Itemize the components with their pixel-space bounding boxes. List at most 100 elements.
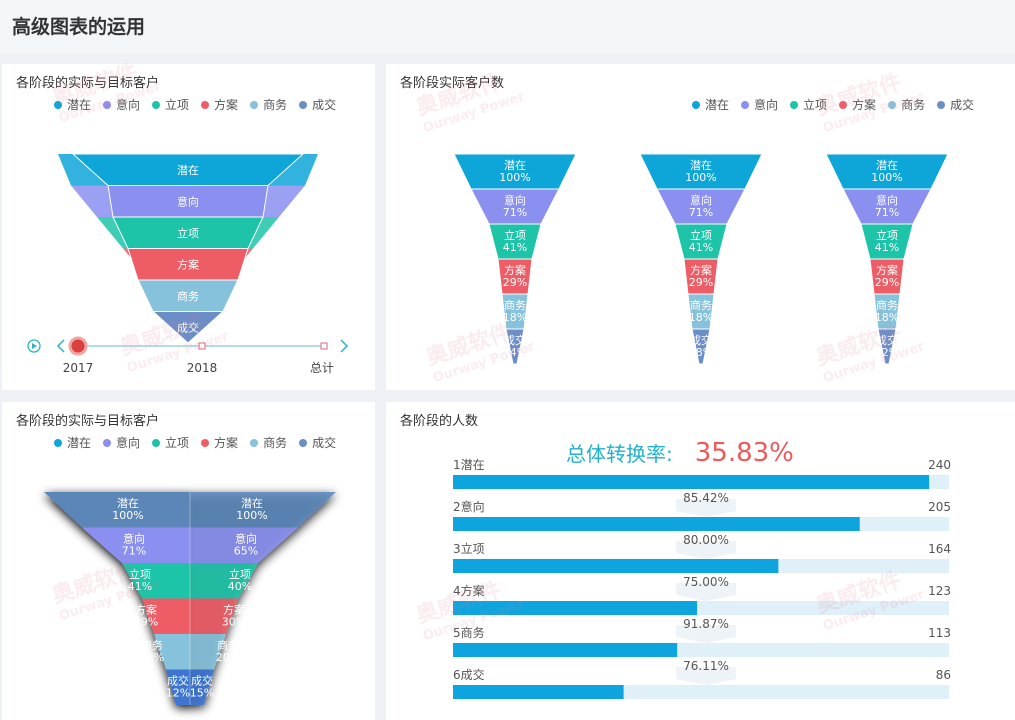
funnel2-value-label: 18% (689, 311, 713, 324)
funnel3-left-value: 41% (128, 580, 152, 593)
funnel3-left-segment[interactable] (122, 563, 190, 599)
funnel3-left-segment[interactable] (142, 598, 190, 635)
legend-dot (201, 100, 210, 109)
legend-item-2[interactable]: 立项 (152, 96, 189, 113)
conversion-arrow (676, 541, 736, 559)
stage-bar-label: 1潜在 (453, 458, 485, 472)
conversion-arrow (676, 583, 736, 601)
funnel3-left-stage: 意向 (123, 532, 145, 546)
legend-label: 方案 (214, 98, 239, 112)
timeline-handle[interactable] (68, 336, 88, 356)
prev-icon[interactable] (56, 339, 65, 353)
funnel3-right-stage: 成交 (191, 674, 213, 688)
timeline-stop[interactable] (320, 342, 328, 350)
legend-item-0[interactable]: 潜在 (692, 96, 729, 113)
funnel2-value-label: 24% (503, 346, 527, 359)
legend-label: 方案 (214, 436, 239, 450)
funnel3-right-segment[interactable] (190, 634, 226, 670)
legend-item-0[interactable]: 潜在 (54, 96, 91, 113)
funnel3-left-segment[interactable] (166, 669, 190, 706)
funnel2-value-label: 100% (685, 171, 716, 184)
legend-item-4[interactable]: 商务 (250, 434, 287, 451)
panel3-legend: 潜在 意向 立项 方案 商务 成交 (54, 434, 336, 451)
legend-dot (937, 100, 946, 109)
funnel3-left-segment[interactable] (82, 527, 190, 564)
funnel3-left-stage: 立项 (129, 567, 151, 581)
stage-bar-value: 123 (928, 584, 951, 598)
funnel2-stage-label: 方案 (504, 263, 526, 277)
legend-item-3[interactable]: 方案 (839, 96, 876, 113)
legend-label: 潜在 (705, 98, 730, 112)
funnel1-label: 方案 (177, 257, 199, 271)
funnel3-right-stage: 立项 (229, 567, 251, 581)
legend-item-2[interactable]: 立项 (790, 96, 827, 113)
funnel2-value-label: 29% (689, 276, 713, 289)
stage-bar[interactable] (453, 475, 930, 489)
legend-item-5[interactable]: 成交 (299, 96, 336, 113)
legend-dot (790, 100, 799, 109)
funnel2-stage-label: 成交 (876, 333, 898, 347)
funnel2-value-label: 41% (503, 241, 527, 254)
next-icon[interactable] (340, 339, 349, 353)
funnel2-stage-label: 商务 (504, 298, 526, 312)
legend-label: 商务 (901, 98, 926, 112)
legend-item-1[interactable]: 意向 (103, 96, 140, 113)
legend-dot (250, 100, 259, 109)
legend-dot (152, 438, 161, 447)
funnel3-right-segment[interactable] (190, 492, 336, 528)
page-header: 高级图表的运用 (0, 0, 1015, 54)
funnel2-stage-label: 方案 (690, 263, 712, 277)
legend-item-4[interactable]: 商务 (888, 96, 925, 113)
stage-bar-value: 113 (928, 626, 951, 640)
legend-item-0[interactable]: 潜在 (54, 434, 91, 451)
funnel3-right-segment[interactable] (190, 527, 298, 564)
funnel3-left-value: 18% (140, 651, 164, 664)
timeline-stop[interactable] (198, 342, 206, 350)
panel4-title: 各阶段的人数 (400, 414, 479, 429)
overall-conversion: 总体转换率: 35.83% (566, 438, 794, 468)
legend-item-1[interactable]: 意向 (741, 96, 778, 113)
legend-item-5[interactable]: 成交 (937, 96, 974, 113)
stage-bar[interactable] (453, 517, 860, 531)
funnel2-stage-label: 商务 (690, 298, 712, 312)
stage-bar[interactable] (453, 559, 779, 573)
funnel3-right-segment[interactable] (190, 669, 214, 706)
funnel3-left-segment[interactable] (154, 634, 190, 670)
funnel2-value-label: 18% (689, 346, 713, 359)
stage-bar[interactable] (453, 685, 624, 699)
funnel3-left-value: 71% (122, 545, 146, 558)
funnel2-stage-label: 意向 (690, 193, 712, 207)
funnel2-segment[interactable] (505, 328, 525, 365)
conversion-rate: 80.00% (683, 533, 729, 547)
stage-bar-label: 5商务 (453, 625, 485, 640)
stage-bar[interactable] (453, 601, 698, 615)
legend-item-2[interactable]: 立项 (152, 434, 189, 451)
legend-item-5[interactable]: 成交 (299, 434, 336, 451)
funnel3-right-segment[interactable] (190, 563, 258, 599)
legend-dot (103, 100, 112, 109)
funnel3-right-stage: 商务 (217, 638, 239, 652)
funnel2-stage-label: 潜在 (690, 158, 712, 172)
legend-item-4[interactable]: 商务 (250, 96, 287, 113)
legend-label: 意向 (754, 98, 779, 112)
funnel3-left-value: 12% (166, 687, 190, 700)
legend-item-3[interactable]: 方案 (201, 96, 238, 113)
legend-label: 成交 (312, 436, 337, 450)
panel1-legend: 潜在 意向 立项 方案 商务 成交 (54, 96, 336, 113)
legend-dot (152, 100, 161, 109)
funnel1-actual-segment[interactable] (151, 311, 225, 344)
funnel2-stage-label: 立项 (690, 228, 712, 242)
funnel3-left-segment[interactable] (44, 492, 190, 528)
play-icon[interactable] (27, 339, 41, 353)
funnel3-right-segment[interactable] (190, 598, 238, 635)
legend-item-3[interactable]: 方案 (201, 434, 238, 451)
funnel2-segment[interactable] (877, 328, 897, 365)
funnel2-value-label: 29% (503, 276, 527, 289)
legend-item-1[interactable]: 意向 (103, 434, 140, 451)
conversion-arrow (676, 499, 736, 517)
legend-dot (299, 438, 308, 447)
play-icon-triangle (32, 343, 37, 349)
stage-bar[interactable] (453, 643, 678, 657)
funnel2-segment[interactable] (691, 328, 711, 365)
funnel2-value-label: 71% (503, 206, 527, 219)
